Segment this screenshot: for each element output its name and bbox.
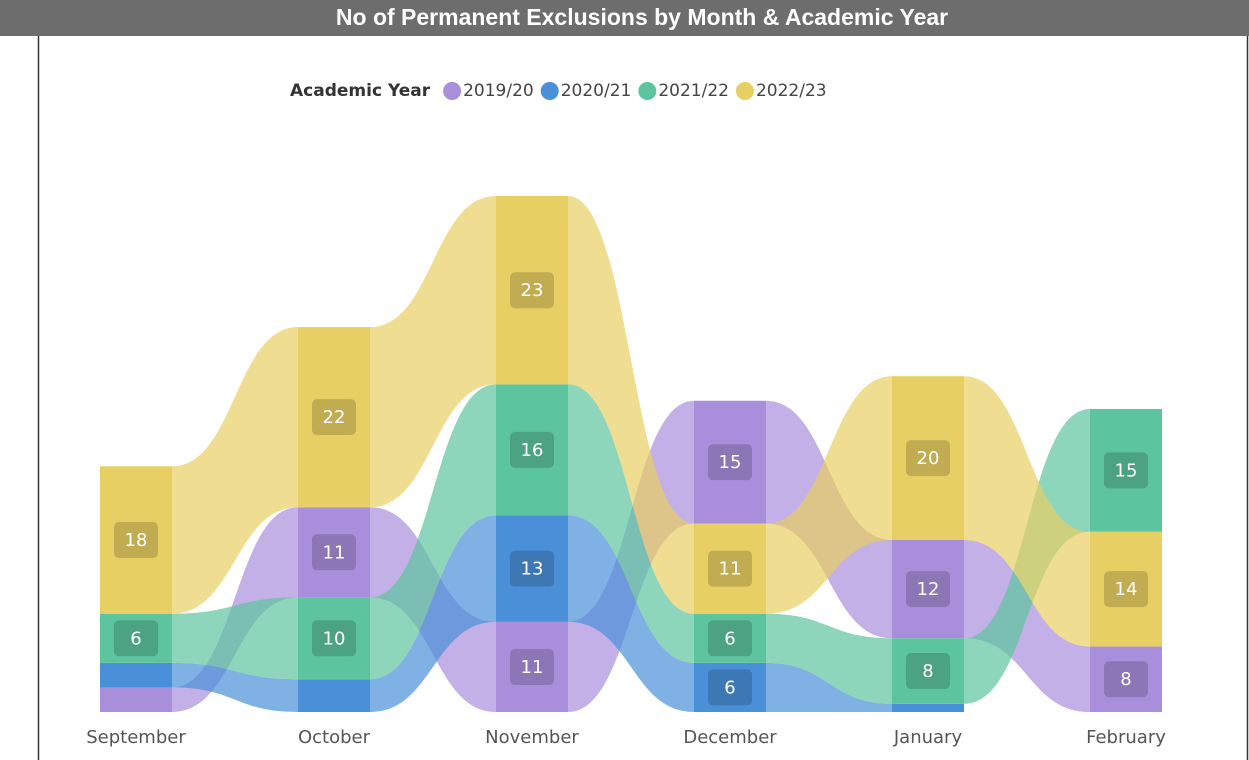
data-label-box: [708, 669, 752, 706]
x-tick-label: November: [485, 727, 579, 748]
bar: [892, 703, 964, 712]
data-label-box: [312, 620, 356, 657]
plot-area: 6 18 September 11 10 22 October 11 13 16 23 Novembe…: [86, 196, 1166, 748]
data-label: 15: [719, 452, 742, 473]
bar: [100, 662, 172, 688]
data-label: 8: [1120, 669, 1131, 690]
data-label: 13: [521, 559, 544, 580]
data-label-box: [312, 399, 356, 436]
data-label-box: [906, 440, 950, 477]
ribbon: [766, 376, 892, 614]
bar: [298, 679, 370, 712]
data-label-box: [708, 444, 752, 481]
x-tick-label: December: [683, 727, 777, 748]
data-label: 12: [917, 579, 940, 600]
data-label-box: [114, 620, 158, 657]
ribbon: [568, 515, 694, 712]
ribbon: [172, 327, 298, 614]
title-bar: [0, 0, 1249, 36]
ribbon: [370, 384, 496, 680]
bar: [1090, 646, 1162, 712]
legend-swatch: [540, 82, 559, 100]
bar: [892, 638, 964, 704]
ribbon: [172, 597, 298, 680]
ribbon: [568, 196, 694, 614]
bar: [892, 376, 964, 540]
legend: Academic Year 2019/20 2020/21 2021/22 2022/…: [290, 81, 827, 101]
data-label-box: [1104, 571, 1148, 608]
data-label: 20: [917, 448, 940, 469]
legend-label: 2020/21: [561, 81, 632, 101]
data-label-box: [510, 272, 554, 309]
data-label: 22: [323, 407, 346, 428]
data-label-box: [708, 550, 752, 587]
x-tick-label: September: [86, 727, 186, 748]
legend-title: Academic Year: [290, 81, 431, 101]
bar: [694, 523, 766, 614]
bar: [1090, 408, 1162, 532]
bar: [100, 613, 172, 663]
bar: [298, 327, 370, 508]
ribbon: [172, 662, 298, 712]
data-label-box: [708, 620, 752, 657]
data-label-box: [312, 534, 356, 571]
bar: [496, 196, 568, 385]
bar: [694, 613, 766, 663]
bar: [694, 400, 766, 524]
ribbon: [370, 196, 496, 508]
bar: [694, 662, 766, 712]
data-label-box: [114, 522, 158, 558]
bar: [298, 597, 370, 680]
data-label: 6: [724, 677, 735, 698]
data-label: 10: [323, 628, 346, 649]
data-label-box: [906, 571, 950, 608]
data-label-box: [510, 431, 554, 468]
legend-label: 2022/23: [756, 81, 827, 101]
ribbon: [370, 515, 496, 712]
data-label-box: [510, 550, 554, 587]
legend-swatch: [638, 82, 657, 100]
data-label: 18: [125, 530, 148, 551]
legend-label: 2019/20: [463, 81, 534, 101]
data-label: 11: [719, 559, 742, 580]
data-label: 6: [130, 628, 141, 649]
ribbon: [568, 384, 694, 663]
data-label: 11: [521, 657, 544, 678]
ribbon: [964, 376, 1090, 647]
data-label-box: [1104, 452, 1148, 489]
bar: [496, 384, 568, 516]
legend-label: 2021/22: [658, 81, 729, 101]
bar: [1090, 531, 1162, 647]
legend-swatch: [735, 82, 754, 100]
ribbon: [766, 662, 892, 712]
data-label: 8: [922, 661, 933, 682]
data-label: 11: [323, 542, 346, 563]
data-label: 23: [521, 280, 544, 301]
bar: [496, 515, 568, 622]
chart-title: No of Permanent Exclusions by Month & Ac…: [336, 4, 948, 30]
bar: [100, 466, 172, 614]
x-tick-label: February: [1086, 727, 1166, 748]
bar: [496, 621, 568, 712]
legend-swatch: [443, 82, 462, 100]
data-label: 6: [724, 628, 735, 649]
ribbon: [766, 613, 892, 704]
x-tick-label: January: [893, 727, 963, 748]
data-label: 14: [1115, 579, 1138, 600]
data-label-box: [906, 653, 950, 690]
ribbon: [964, 540, 1090, 712]
data-label: 15: [1115, 460, 1138, 481]
data-label: 16: [521, 440, 544, 461]
x-tick-label: October: [298, 727, 371, 748]
bar: [892, 540, 964, 639]
bar: [298, 507, 370, 598]
data-label-box: [510, 648, 554, 685]
data-label-box: [1104, 661, 1148, 698]
bar: [100, 687, 172, 712]
